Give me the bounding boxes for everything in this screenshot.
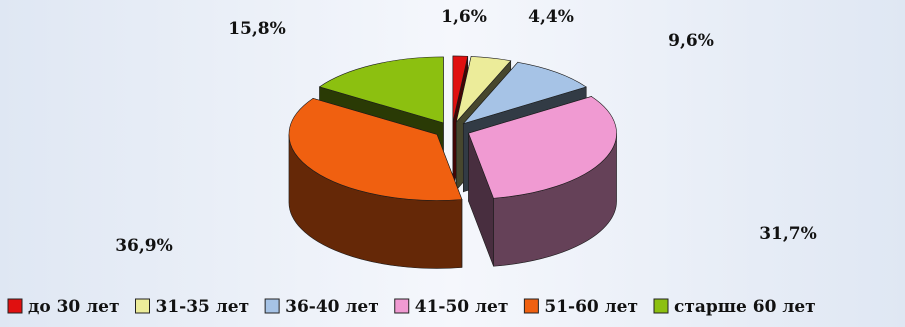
legend-item-36-40-лет: 36-40 лет [264,297,379,317]
legend-label-41-50-лет: 41-50 лет [415,297,509,317]
legend-item-31-35-лет: 31-35 лет [135,297,250,317]
data-label-старше-60-лет: 15,8% [228,19,286,39]
slice-51-60-лет-top [288,98,463,201]
slice-41-50-лет-top [468,96,617,199]
legend-swatch-41-50-лет [394,298,410,314]
legend-swatch-старше-60-лет [653,298,669,314]
slice-36-40-лет-top [462,62,587,125]
legend-label-до-30-лет: до 30 лет [28,297,120,317]
data-label-51-60-лет: 36,9% [115,236,173,256]
legend-swatch-31-35-лет [135,298,150,314]
data-label-до-30-лет: 1,6% [441,7,487,27]
legend-label-31-35-лет: 31-35 лет [156,297,250,317]
legend-swatch-36-40-лет [264,298,280,314]
legend-item-старше-60-лет: старше 60 лет [653,297,816,317]
legend-swatch-51-60-лет [523,298,539,314]
legend-item-41-50-лет: 41-50 лет [394,297,509,317]
slice-до-30-лет-top [452,55,469,122]
legend: до 30 лет 31-35 лет 36-40 лет 41-50 лет 51-6… [7,297,816,317]
legend-item-до-30-лет: до 30 лет [7,297,120,317]
legend-item-51-60-лет: 51-60 лет [523,297,638,317]
legend-swatch-до-30-лет [7,298,23,314]
data-label-36-40-лет: 9,6% [668,31,714,51]
slice-старше-60-лет-top [318,56,444,124]
pie-labels: 1,6% 4,4% 9,6% 31,7% 36,9% 15,8% [115,7,817,256]
legend-label-старше-60-лет: старше 60 лет [674,297,816,317]
pie-tops [288,55,617,201]
data-label-41-50-лет: 31,7% [759,224,817,244]
legend-label-36-40-лет: 36-40 лет [285,297,379,317]
slice-31-35-лет-top [455,56,512,123]
legend-label-51-60-лет: 51-60 лет [544,297,638,317]
data-label-31-35-лет: 4,4% [528,7,574,27]
